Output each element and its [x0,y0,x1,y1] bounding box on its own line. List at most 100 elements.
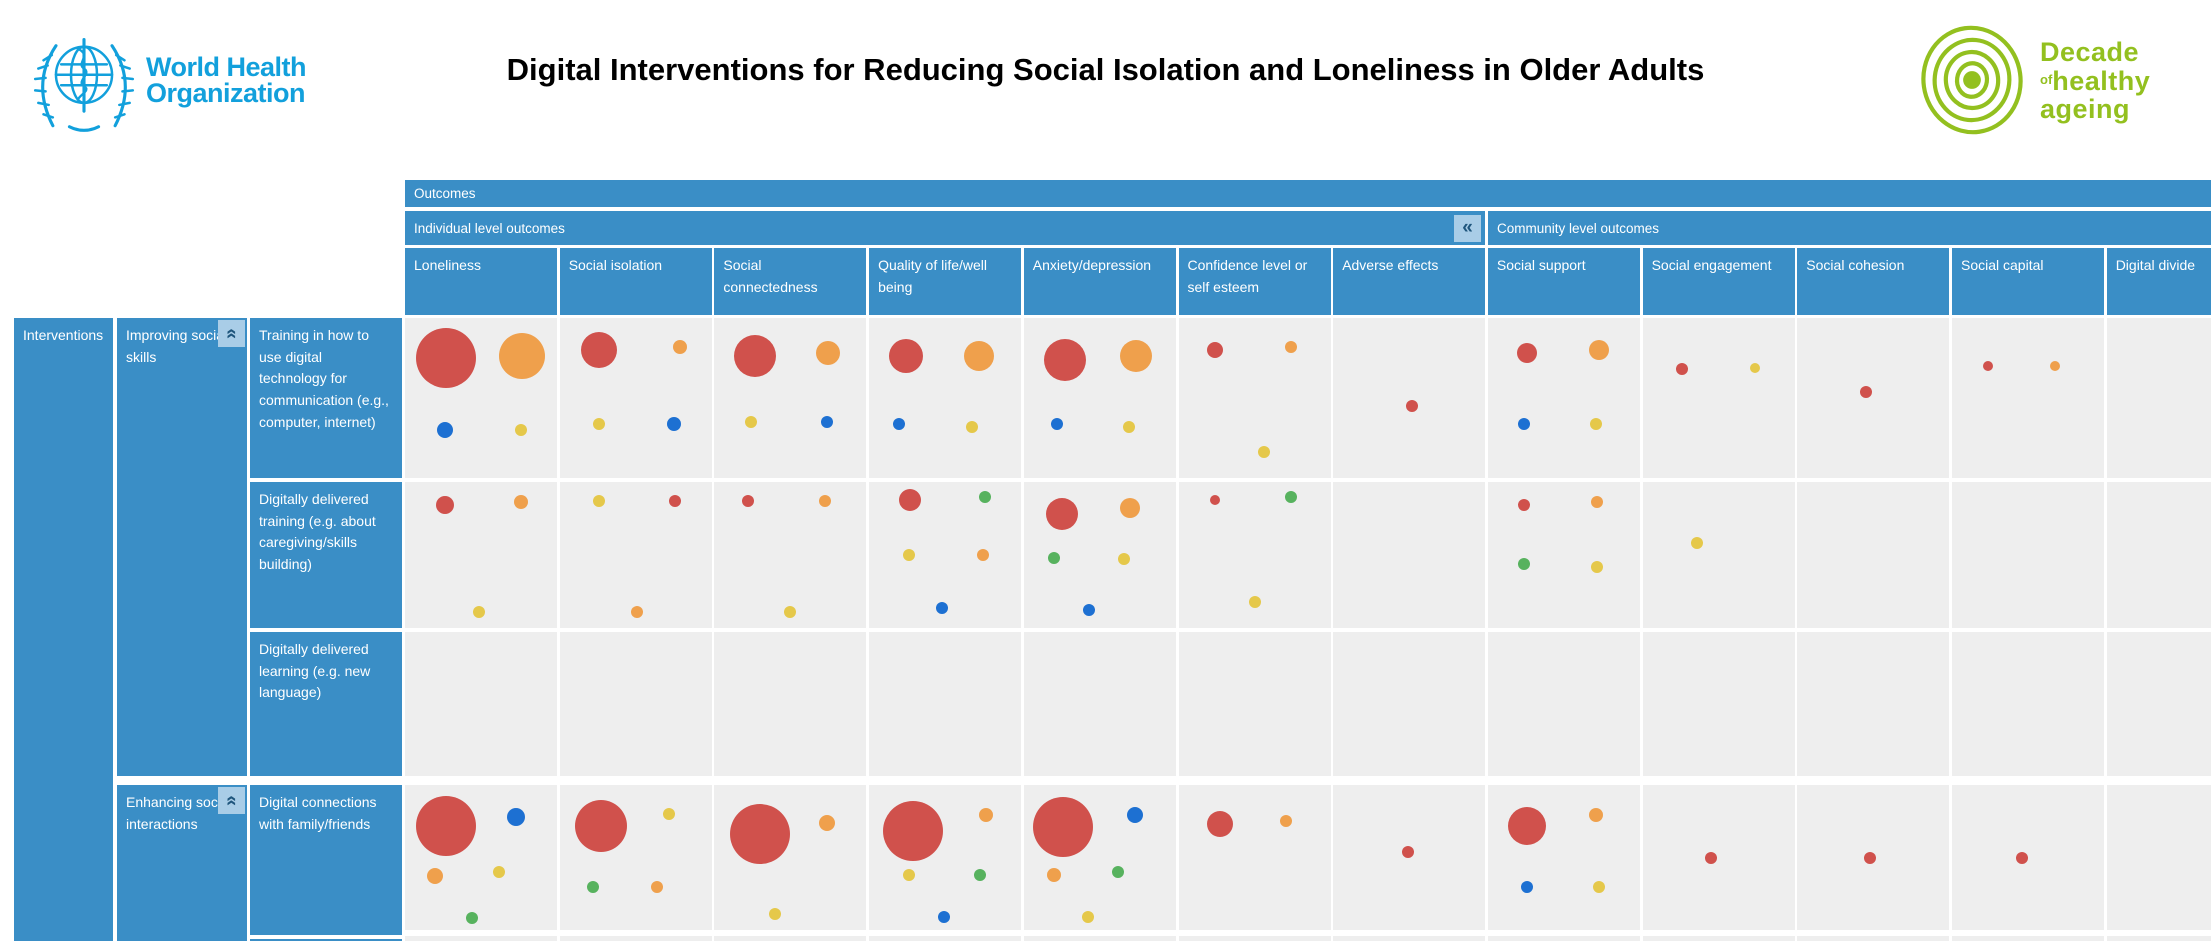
bubble-yellow[interactable] [1081,910,1094,923]
column-header-loneliness: Loneliness [405,248,557,315]
bubble-red[interactable] [1033,797,1094,858]
bubble-red[interactable] [1043,338,1086,381]
bubble-yellow[interactable] [473,605,486,618]
bubble-yellow[interactable] [1248,595,1261,608]
bubble-red[interactable] [1206,342,1223,358]
bubble-yellow[interactable] [1691,537,1704,550]
bubble-red[interactable] [899,488,922,511]
bubble-green[interactable] [1518,557,1531,570]
bubble-red[interactable] [741,494,754,507]
bubble-yellow[interactable] [493,866,506,878]
bubble-orange[interactable] [979,808,994,823]
bubble-red[interactable] [669,494,682,507]
bubble-blue[interactable] [666,416,681,431]
bubble-blue[interactable] [1126,807,1143,824]
page-title: Digital Interventions for Reducing Socia… [506,52,1705,87]
bubble-yellow[interactable] [514,424,527,436]
bubble-yellow[interactable] [1750,362,1761,373]
bubble-red[interactable] [1864,851,1877,864]
bubble-green[interactable] [1048,551,1061,564]
bubble-orange[interactable] [1591,496,1604,509]
bubble-orange[interactable] [513,495,528,510]
bubble-orange[interactable] [650,880,663,893]
bubble-red[interactable] [574,799,627,852]
bubble-orange[interactable] [1120,340,1153,373]
bubble-orange[interactable] [1588,808,1603,823]
bubble-blue[interactable] [1521,880,1534,893]
bubble-yellow[interactable] [1589,417,1602,430]
bubble-red[interactable] [2015,851,2028,864]
bubble-blue[interactable] [506,807,525,826]
bubble-blue[interactable] [436,422,453,438]
bubble-orange[interactable] [2050,361,2061,371]
bubble-yellow[interactable] [902,868,915,881]
bubble-blue[interactable] [1083,604,1096,617]
bubble-blue[interactable] [1051,417,1064,430]
bubble-orange[interactable] [1284,340,1297,353]
bubble-yellow[interactable] [593,417,606,430]
bubble-blue[interactable] [937,910,950,923]
bubble-orange[interactable] [672,339,687,354]
bubble-green[interactable] [974,868,987,881]
bubble-red[interactable] [1206,811,1233,838]
bubble-red[interactable] [1045,498,1078,531]
bubble-red[interactable] [888,339,923,374]
bubble-orange[interactable] [631,605,644,618]
bubble-green[interactable] [465,912,478,925]
bubble-yellow[interactable] [663,808,676,820]
bubble-yellow[interactable] [966,420,979,433]
bubble-yellow[interactable] [1122,420,1135,433]
bubble-red[interactable] [416,795,477,856]
bubble-red[interactable] [1704,851,1717,864]
collapse-columns-button[interactable]: « [1454,214,1481,242]
bubble-yellow[interactable] [593,494,606,507]
bubble-yellow[interactable] [784,605,797,618]
bubble-orange[interactable] [427,868,444,885]
bubble-orange[interactable] [818,814,835,831]
bubble-blue[interactable] [893,417,906,430]
bubble-yellow[interactable] [1591,560,1604,573]
bubble-orange[interactable] [1588,340,1609,360]
bubble-green[interactable] [587,880,600,893]
bubble-red[interactable] [1406,400,1419,412]
bubble-red[interactable] [1983,361,1994,371]
matrix-cell [1333,482,1486,628]
column-header-anxiety-depression: Anxiety/depression [1023,248,1176,315]
bubble-blue[interactable] [820,416,833,428]
bubble-red[interactable] [1676,363,1689,376]
bubble-orange[interactable] [1120,498,1141,519]
bubble-red[interactable] [729,804,790,865]
bubble-red[interactable] [581,332,618,368]
bubble-orange[interactable] [499,333,546,380]
bubble-yellow[interactable] [744,416,757,428]
bubble-blue[interactable] [936,601,949,614]
bubble-blue[interactable] [1518,417,1531,430]
collapse-group-button[interactable]: « [218,787,245,814]
bubble-red[interactable] [416,328,477,388]
bubble-orange[interactable] [977,549,990,561]
bubble-yellow[interactable] [1592,880,1605,893]
bubble-green[interactable] [1284,490,1297,503]
bubble-yellow[interactable] [1257,446,1270,459]
bubble-red[interactable] [1518,499,1531,512]
bubble-red[interactable] [1517,343,1538,364]
bubble-green[interactable] [1112,866,1125,878]
bubble-red[interactable] [1401,845,1414,858]
bubble-orange[interactable] [816,341,841,366]
bubble-yellow[interactable] [769,908,782,921]
bubble-red[interactable] [883,801,944,862]
bubble-red[interactable] [1508,806,1547,845]
bubble-orange[interactable] [1280,815,1293,828]
collapse-group-button[interactable]: « [218,320,245,347]
matrix-cell [1333,632,1486,776]
bubble-red[interactable] [734,335,777,378]
bubble-yellow[interactable] [902,549,915,561]
bubble-red[interactable] [1209,494,1220,505]
bubble-orange[interactable] [819,494,832,507]
bubble-orange[interactable] [1047,867,1062,882]
bubble-orange[interactable] [963,341,994,372]
bubble-red[interactable] [435,496,454,515]
bubble-yellow[interactable] [1118,553,1131,566]
bubble-red[interactable] [1859,385,1872,398]
bubble-green[interactable] [978,490,991,503]
